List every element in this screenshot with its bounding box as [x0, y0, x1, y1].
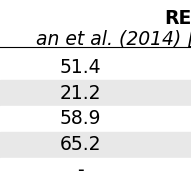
- Bar: [0, 80, 191, 106]
- Text: -: -: [77, 161, 83, 180]
- Bar: [0, 54, 191, 80]
- Bar: [0, 132, 191, 158]
- Text: an et al. (2014) [16]: an et al. (2014) [16]: [36, 30, 191, 49]
- Text: 65.2: 65.2: [59, 135, 101, 154]
- Text: 51.4: 51.4: [59, 58, 101, 77]
- Text: RESIS: RESIS: [164, 9, 191, 28]
- Text: 58.9: 58.9: [59, 109, 101, 128]
- Bar: [0, 158, 191, 183]
- Bar: [0, 106, 191, 132]
- Text: 21.2: 21.2: [59, 84, 101, 103]
